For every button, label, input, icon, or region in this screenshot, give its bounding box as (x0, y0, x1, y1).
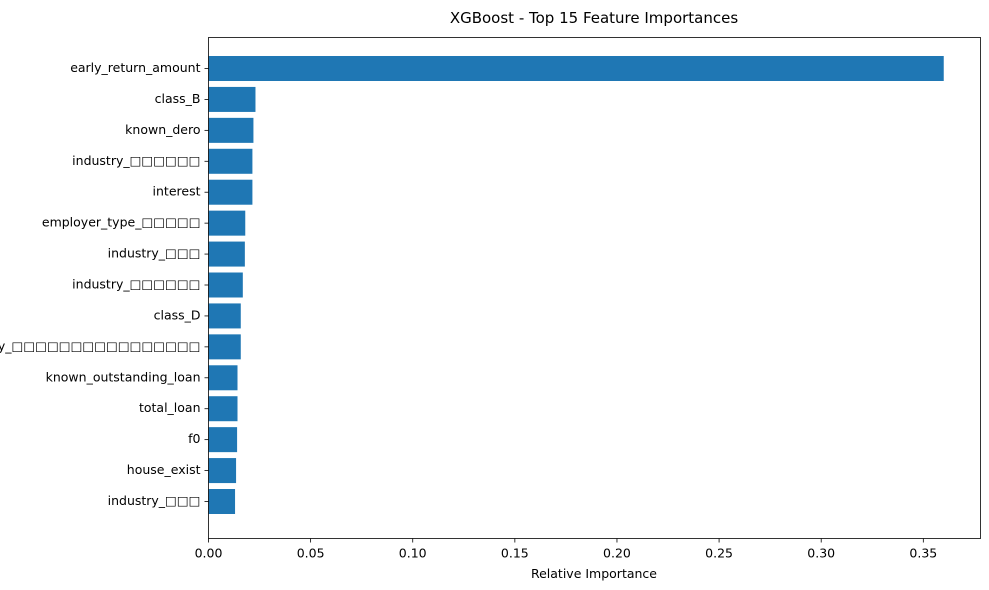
y-tick-label: industry_□□□ (108, 493, 201, 508)
y-ticks-group: early_return_amount class_B known_deroindu… (0, 60, 209, 508)
bar-4 (208, 179, 253, 205)
y-tick-label: known_dero (125, 122, 200, 137)
x-tick-label: 0.25 (705, 546, 733, 561)
y-tick-label: class_D (154, 307, 201, 322)
y-tick-label: industry_□□□□□□ (72, 153, 200, 168)
y-tick-label: class_B (155, 91, 201, 106)
bar-11 (208, 396, 238, 422)
bar-9 (208, 334, 241, 360)
y-tick-label: employer_type_□□□□□ (42, 215, 201, 230)
x-tick-label: 0.00 (195, 546, 223, 561)
bar-7 (208, 272, 243, 298)
y-tick-label: f0 (188, 431, 200, 446)
bar-3 (208, 148, 253, 174)
x-tick-label: 0.20 (603, 546, 631, 561)
bar-12 (208, 427, 238, 453)
y-tick-label: interest (153, 184, 201, 199)
y-tick-label: house_exist (127, 462, 201, 477)
y-tick-label: known_outstanding_loan (46, 369, 201, 384)
bar-6 (208, 241, 245, 267)
x-axis-label: Relative Importance (531, 566, 657, 581)
y-tick-label: industry_□□□□□□ (72, 277, 200, 292)
bar-0 (208, 56, 944, 81)
y-tick-label: total_loan (139, 400, 201, 415)
chart-title: XGBoost - Top 15 Feature Importances (450, 9, 739, 27)
plot-frame (208, 37, 981, 539)
x-tick-label: 0.35 (909, 546, 937, 561)
x-tick-label: 0.10 (399, 546, 427, 561)
x-ticks-group: 0.00 0.05 0.10 0.15 0.20 0.25 0.30 0.35 (195, 538, 937, 561)
x-tick-label: 0.05 (297, 546, 325, 561)
bar-13 (208, 458, 237, 484)
bar-8 (208, 303, 241, 329)
y-tick-label: industry_□□□□□□□□□□□□□□□□ (0, 338, 201, 353)
y-tick-label: industry_□□□ (108, 246, 201, 261)
bar-14 (208, 489, 236, 514)
bars-group (208, 56, 944, 514)
bar-5 (208, 210, 246, 236)
bar-2 (208, 117, 254, 143)
x-tick-label: 0.15 (501, 546, 529, 561)
x-tick-label: 0.30 (807, 546, 835, 561)
bar-1 (208, 86, 256, 112)
bar-10 (208, 365, 238, 391)
y-tick-label: early_return_amount (70, 60, 200, 75)
